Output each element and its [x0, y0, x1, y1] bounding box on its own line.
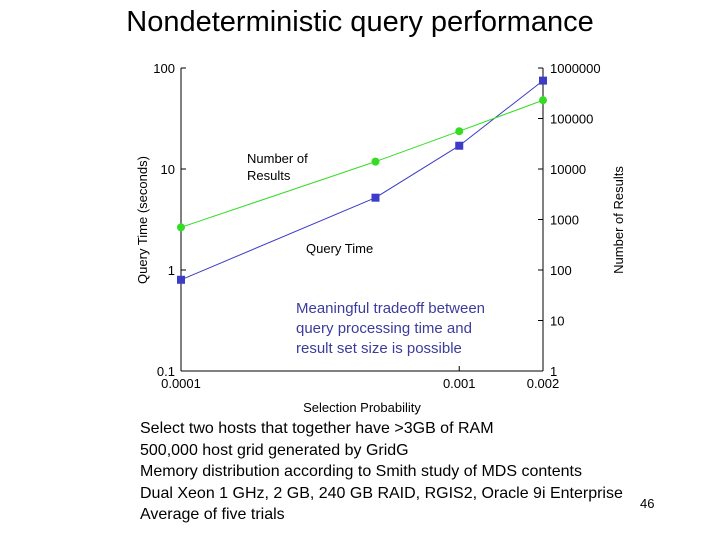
x-tick-label: 0.001: [443, 376, 476, 391]
data-point-query-time: [539, 76, 547, 85]
y-left-tick-label: 10: [161, 162, 175, 177]
note-line: 500,000 host grid generated by GridG: [140, 441, 409, 459]
series-layer: [177, 76, 547, 284]
data-point-results: [371, 157, 380, 166]
data-point-query-time: [177, 275, 185, 284]
y-left-tick-label: 0.1: [157, 364, 175, 379]
note-line: Memory distribution according to Smith s…: [140, 463, 582, 480]
y-left-tick-label: 1: [168, 263, 175, 278]
note-line: Dual Xeon 1 GHz, 2 GB, 240 GB RAID, RGIS…: [140, 484, 623, 502]
slide-title: Nondeterministic query performance: [126, 6, 594, 38]
y-left-axis-title: Query Time (seconds): [135, 156, 150, 284]
y-right-tick-label: 10: [550, 314, 564, 329]
series-label-results-line-1: Number of: [247, 151, 308, 166]
callout-line-1: Meaningful tradeoff between: [296, 300, 485, 317]
tick-layer: 1001010.110000001000001000010001001010.0…: [153, 61, 600, 391]
data-point-results: [539, 96, 547, 105]
callout-line-3: result set size is possible: [296, 340, 462, 357]
y-right-tick-label: 1000000: [550, 61, 601, 76]
note-line: Average of five trials: [140, 506, 285, 523]
y-right-axis-title: Number of Results: [611, 166, 626, 274]
data-point-query-time: [371, 193, 380, 202]
x-tick-label: 0.0001: [161, 376, 201, 391]
notes-list: Select two hosts that together have >3GB…: [140, 418, 700, 526]
y-right-tick-label: 1: [550, 364, 557, 379]
slide-number: 46: [640, 496, 655, 511]
y-right-tick-label: 100000: [550, 112, 593, 127]
callout-text: Meaningful tradeoff between query proces…: [296, 300, 489, 357]
series-line-results: [180, 99, 544, 228]
data-point-results: [177, 223, 185, 232]
series-label-query-time: Query Time: [306, 241, 373, 256]
x-tick-label: 0.002: [527, 376, 560, 391]
y-right-tick-label: 1000: [550, 213, 579, 228]
x-axis-title: Selection Probability: [303, 400, 421, 415]
series-line-query-time: [180, 80, 544, 281]
y-right-tick-label: 10000: [550, 162, 586, 177]
series-label-results-line-2: Results: [247, 168, 291, 183]
data-point-query-time: [455, 141, 464, 150]
note-line: Select two hosts that together have >3GB…: [140, 420, 494, 437]
series-label-results: Number of Results: [247, 151, 311, 183]
y-left-tick-label: 100: [153, 61, 175, 76]
callout-line-2: query processing time and: [296, 320, 472, 337]
data-point-results: [455, 127, 464, 136]
y-right-tick-label: 100: [550, 263, 572, 278]
